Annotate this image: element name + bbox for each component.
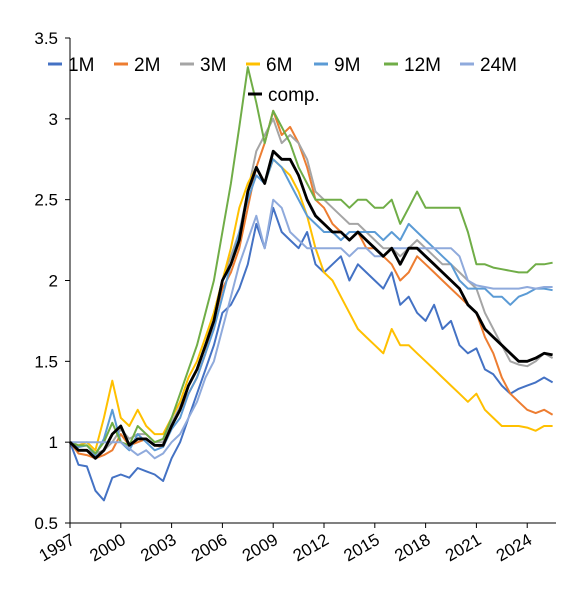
x-tick-label: 2009 <box>239 530 281 565</box>
series-layer <box>69 66 554 502</box>
y-tick-label: 1.5 <box>34 352 58 371</box>
legend: 1M 2M 3M 6M 9M 12M 24M comp. <box>48 55 517 106</box>
x-tick-label: 2003 <box>137 530 179 565</box>
legend-label: 2M <box>134 55 160 76</box>
y-tick-label: 3 <box>49 110 58 129</box>
series-line-12M <box>69 66 553 455</box>
x-tick-label: 2021 <box>442 530 484 565</box>
legend-label: 1M <box>68 55 94 76</box>
legend-label: 6M <box>266 55 292 76</box>
y-tick-label: 2.5 <box>34 191 58 210</box>
x-tick-label: 2012 <box>290 530 332 565</box>
series-line-9M <box>69 158 553 457</box>
y-tick-label: 0.5 <box>34 514 58 533</box>
series-line-24M <box>70 198 553 460</box>
y-tick-label: 1 <box>49 433 58 452</box>
series-line-2M <box>69 109 554 460</box>
series-line-comp <box>69 149 553 460</box>
legend-label: comp. <box>268 85 320 106</box>
legend-label: 24M <box>480 55 517 76</box>
x-tick-label: 2000 <box>87 530 129 565</box>
series-line-6M <box>69 158 553 452</box>
legend-label: 12M <box>404 55 441 76</box>
x-tick-label: 2024 <box>493 530 535 565</box>
series-line-1M <box>69 206 554 502</box>
legend-label: 3M <box>200 55 226 76</box>
x-tick-label: 2018 <box>391 530 433 565</box>
x-tick-label: 1997 <box>36 530 78 565</box>
y-tick-label: 3.5 <box>34 29 58 48</box>
x-tick-label: 2006 <box>188 530 230 565</box>
x-tick-label: 2015 <box>341 530 383 565</box>
legend-label: 9M <box>334 55 360 76</box>
y-tick-label: 2 <box>49 272 58 291</box>
axes-layer: 0.5 1 1.5 2 2.5 3 3.5 1997 2000 2003 2006 2009 2012 2… <box>34 29 556 565</box>
